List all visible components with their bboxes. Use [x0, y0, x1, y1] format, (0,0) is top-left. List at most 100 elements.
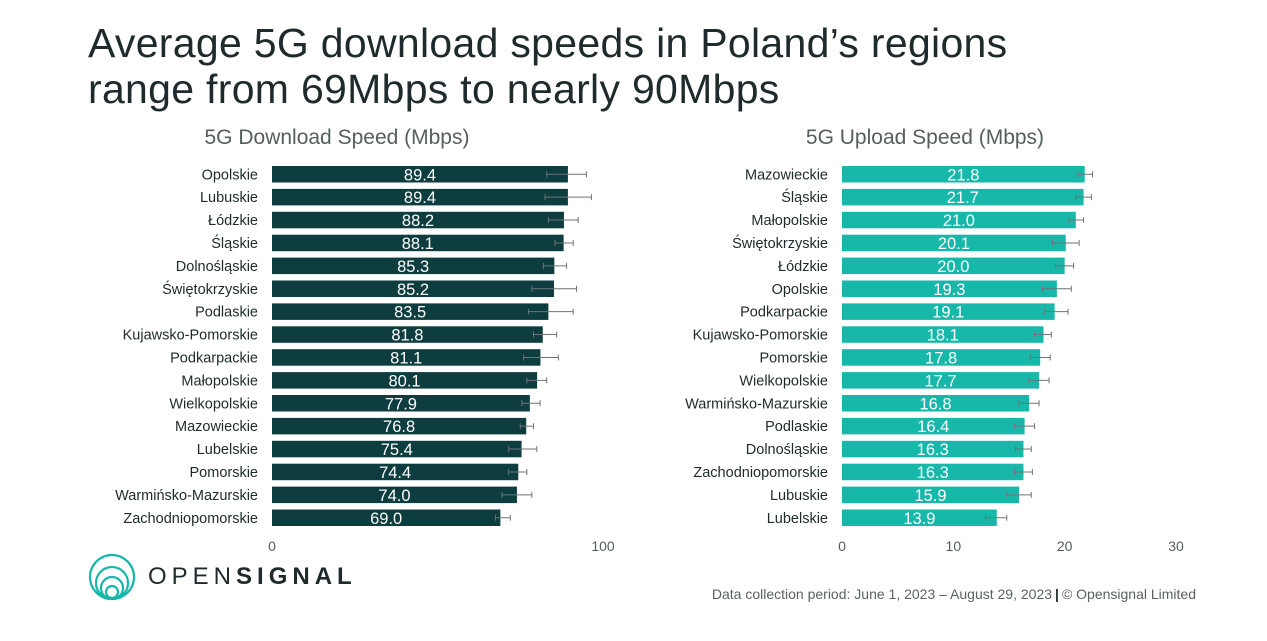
- brand-name: OPENSIGNAL: [148, 563, 357, 591]
- download-x-tick-label: 0: [268, 538, 276, 554]
- download-bar: [272, 166, 568, 183]
- upload-value-label: 13.9: [903, 510, 935, 528]
- upload-category-label: Podlaskie: [765, 419, 828, 435]
- upload-bar: [842, 166, 1085, 183]
- upload-category-label: Małopolskie: [751, 213, 828, 229]
- download-category-label: Warmińsko-Mazurskie: [115, 488, 258, 504]
- upload-bar: [842, 372, 1040, 389]
- upload-bar: [842, 326, 1044, 343]
- brand-name-light: OPEN: [148, 563, 237, 590]
- download-category-label: Kujawsko-Pomorskie: [123, 328, 258, 344]
- download-bar: [272, 372, 538, 389]
- download-category-label: Mazowieckie: [175, 419, 258, 435]
- upload-bar: [842, 257, 1065, 275]
- download-value-label: 89.4: [404, 189, 436, 207]
- upload-category-label: Warmińsko-Mazurskie: [685, 396, 828, 412]
- upload-value-label: 19.1: [932, 304, 964, 322]
- upload-x-tick-label: 30: [1168, 538, 1184, 554]
- opensignal-logo: OPENSIGNAL: [88, 548, 357, 606]
- upload-value-label: 21.7: [947, 189, 979, 207]
- upload-category-label: Opolskie: [772, 282, 828, 298]
- download-value-label: 83.5: [394, 304, 426, 322]
- upload-value-label: 17.8: [925, 349, 957, 367]
- upload-bar: [842, 440, 1024, 458]
- download-x-tick-label: 100: [591, 538, 615, 554]
- upload-value-label: 17.7: [924, 372, 956, 390]
- download-bar: [272, 395, 530, 412]
- download-value-label: 75.4: [381, 441, 413, 459]
- download-bar: [272, 257, 555, 275]
- footer-separator: |: [1055, 586, 1059, 602]
- upload-bar: [842, 280, 1057, 297]
- download-category-label: Podkarpackie: [170, 350, 258, 366]
- concentric-circles-icon: [88, 553, 136, 601]
- page-title: Average 5G download speeds in Poland’s r…: [88, 20, 1208, 112]
- download-bar: [272, 417, 527, 435]
- download-value-label: 81.1: [390, 349, 422, 367]
- data-collection-period: Data collection period: June 1, 2023 – A…: [711, 586, 1053, 602]
- download-bar: [272, 463, 519, 481]
- upload-category-label: Łódzkie: [778, 259, 828, 275]
- download-value-label: 89.4: [404, 166, 436, 184]
- upload-value-label: 21.8: [947, 166, 979, 184]
- upload-category-label: Podkarpackie: [740, 305, 828, 321]
- upload-bar: [842, 509, 997, 526]
- download-bar: [272, 349, 541, 366]
- download-value-label: 76.8: [383, 418, 415, 436]
- download-bar: [272, 234, 564, 252]
- download-category-label: Lubuskie: [200, 190, 258, 206]
- download-value-label: 77.9: [385, 395, 417, 413]
- upload-category-label: Lubuskie: [770, 488, 828, 504]
- download-bar: [272, 509, 501, 526]
- download-category-label: Lubelskie: [197, 442, 258, 458]
- download-bar: [272, 211, 564, 229]
- upload-category-label: Świętokrzyskie: [732, 234, 828, 252]
- download-bar: [272, 280, 555, 297]
- download-value-label: 69.0: [370, 510, 402, 528]
- upload-bar: [842, 211, 1076, 229]
- upload-x-tick-label: 20: [1057, 538, 1073, 554]
- download-value-label: 74.0: [378, 487, 410, 505]
- download-bar: [272, 188, 568, 206]
- download-bar: [272, 303, 549, 320]
- upload-x-tick-label: 10: [946, 538, 962, 554]
- download-value-label: 88.2: [402, 212, 434, 230]
- upload-value-label: 15.9: [914, 487, 946, 505]
- download-bar: [272, 486, 517, 504]
- upload-bar: [842, 463, 1024, 481]
- upload-bar: [842, 303, 1055, 320]
- upload-bar: [842, 188, 1084, 206]
- page-title-line-2: range from 69Mbps to nearly 90Mbps: [88, 66, 780, 112]
- download-value-label: 80.1: [389, 372, 421, 390]
- upload-bar: [842, 417, 1025, 435]
- upload-chart-title: 5G Upload Speed (Mbps): [805, 126, 1045, 149]
- upload-value-label: 16.4: [917, 418, 949, 436]
- download-bar: [272, 440, 522, 458]
- download-category-label: Dolnośląskie: [176, 259, 258, 275]
- download-category-label: Małopolskie: [181, 373, 258, 389]
- brand-name-bold: SIGNAL: [236, 563, 357, 590]
- upload-category-label: Kujawsko-Pomorskie: [693, 328, 828, 344]
- download-category-label: Śląskie: [211, 234, 258, 252]
- download-value-label: 74.4: [379, 464, 411, 482]
- upload-value-label: 19.3: [933, 281, 965, 299]
- download-category-label: Wielkopolskie: [169, 396, 258, 412]
- download-category-label: Podlaskie: [195, 305, 258, 321]
- upload-value-label: 16.3: [917, 464, 949, 482]
- upload-bar: [842, 486, 1020, 504]
- download-bar: [272, 326, 543, 343]
- download-category-label: Świętokrzyskie: [162, 280, 258, 298]
- upload-value-label: 16.8: [919, 395, 951, 413]
- upload-value-label: 18.1: [927, 327, 959, 345]
- upload-value-label: 16.3: [917, 441, 949, 459]
- download-value-label: 81.8: [391, 327, 423, 345]
- download-category-label: Opolskie: [202, 167, 258, 183]
- upload-category-label: Zachodniopomorskie: [693, 465, 828, 481]
- download-value-label: 85.3: [397, 258, 429, 276]
- upload-category-label: Wielkopolskie: [739, 373, 828, 389]
- download-value-label: 85.2: [397, 281, 429, 299]
- upload-bar: [842, 395, 1030, 412]
- page-title-line-1: Average 5G download speeds in Poland’s r…: [88, 20, 1008, 66]
- upload-category-label: Lubelskie: [767, 511, 828, 527]
